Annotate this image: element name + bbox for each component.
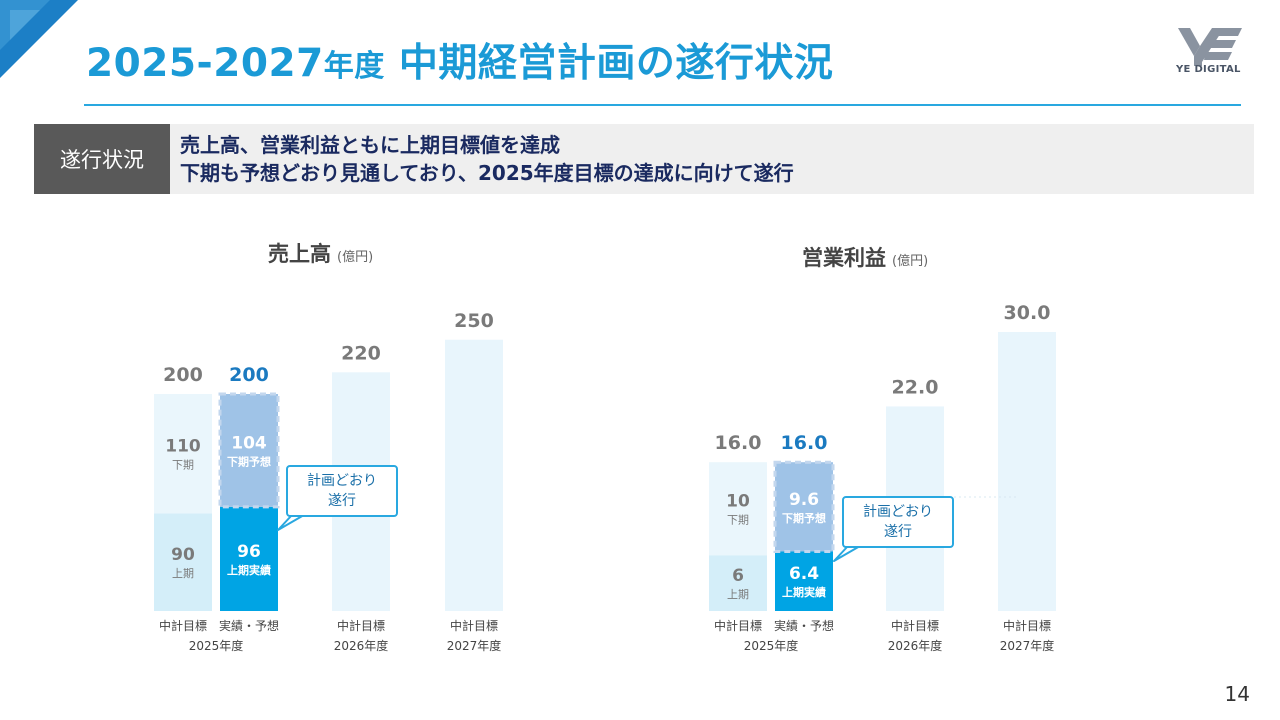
sales-bar-0-seg-1-value: 110 bbox=[165, 437, 201, 457]
callout-sales-line-2: 遂行 bbox=[294, 491, 390, 511]
profit-bar-2-category-label: 中計目標 bbox=[891, 618, 939, 633]
sales-bar-3-category-label: 中計目標 bbox=[450, 618, 498, 633]
sales-bar-2-total-label: 220 bbox=[341, 342, 381, 364]
profit-bar-0-total-label: 16.0 bbox=[715, 432, 762, 454]
sales-bar-1-seg-0-sublabel: 上期実績 bbox=[227, 563, 271, 577]
profit-bar-3-total-label: 30.0 bbox=[1004, 302, 1051, 324]
profit-bar-1-seg-0-value: 6.4 bbox=[789, 564, 819, 584]
profit-bar-3 bbox=[998, 332, 1056, 611]
sales-bar-3-total-label: 250 bbox=[454, 310, 494, 332]
profit-year-label-2: 2027年度 bbox=[1000, 638, 1055, 653]
sales-bar-0-seg-0-sublabel: 上期 bbox=[172, 567, 194, 580]
profit-year-label-1: 2026年度 bbox=[888, 638, 943, 653]
profit-bar-2-total-label: 22.0 bbox=[892, 376, 939, 398]
charts-canvas: 90上期110下期200中計目標96上期実績104下期予想200実績・予想220… bbox=[0, 0, 1280, 720]
sales-bar-3 bbox=[445, 340, 503, 611]
profit-bar-1-total-label: 16.0 bbox=[781, 432, 828, 454]
profit-bar-1-seg-0-sublabel: 上期実績 bbox=[782, 585, 826, 599]
sales-bar-0-seg-0-value: 90 bbox=[171, 545, 195, 565]
profit-bar-0-seg-1-value: 10 bbox=[726, 492, 750, 512]
profit-bar-1-seg-1-value: 9.6 bbox=[789, 490, 819, 510]
callout-sales-tail bbox=[278, 515, 304, 530]
sales-year-label-2: 2027年度 bbox=[447, 638, 502, 653]
sales-bar-2-category-label: 中計目標 bbox=[337, 618, 385, 633]
sales-bar-1-total-label: 200 bbox=[229, 364, 269, 386]
profit-bar-1-category-label: 実績・予想 bbox=[774, 618, 834, 633]
sales-year-label-0: 2025年度 bbox=[189, 638, 244, 653]
callout-sales: 計画どおり 遂行 bbox=[286, 465, 398, 517]
sales-bar-1-seg-1-sublabel: 下期予想 bbox=[227, 454, 271, 468]
profit-bar-0-seg-1-sublabel: 下期 bbox=[727, 514, 749, 527]
profit-bar-1-seg-1-sublabel: 下期予想 bbox=[782, 511, 826, 525]
callout-profit-line-1: 計画どおり bbox=[850, 502, 946, 522]
profit-year-label-0: 2025年度 bbox=[744, 638, 799, 653]
sales-bar-0-total-label: 200 bbox=[163, 364, 203, 386]
page-number: 14 bbox=[1225, 682, 1250, 706]
sales-bar-1-seg-0-value: 96 bbox=[237, 542, 261, 562]
callout-profit: 計画どおり 遂行 bbox=[842, 496, 954, 548]
callout-profit-tail bbox=[834, 546, 860, 561]
sales-year-label-1: 2026年度 bbox=[334, 638, 389, 653]
callout-sales-line-1: 計画どおり bbox=[294, 471, 390, 491]
callout-profit-line-2: 遂行 bbox=[850, 522, 946, 542]
profit-bar-0-seg-0-sublabel: 上期 bbox=[727, 588, 749, 601]
profit-bar-0-category-label: 中計目標 bbox=[714, 618, 762, 633]
sales-bar-0-category-label: 中計目標 bbox=[159, 618, 207, 633]
sales-bar-1-category-label: 実績・予想 bbox=[219, 618, 279, 633]
profit-bar-3-category-label: 中計目標 bbox=[1003, 618, 1051, 633]
profit-bar-0-seg-0-value: 6 bbox=[732, 566, 744, 586]
sales-bar-1-seg-1-value: 104 bbox=[231, 433, 267, 453]
sales-bar-0-seg-1-sublabel: 下期 bbox=[172, 459, 194, 472]
